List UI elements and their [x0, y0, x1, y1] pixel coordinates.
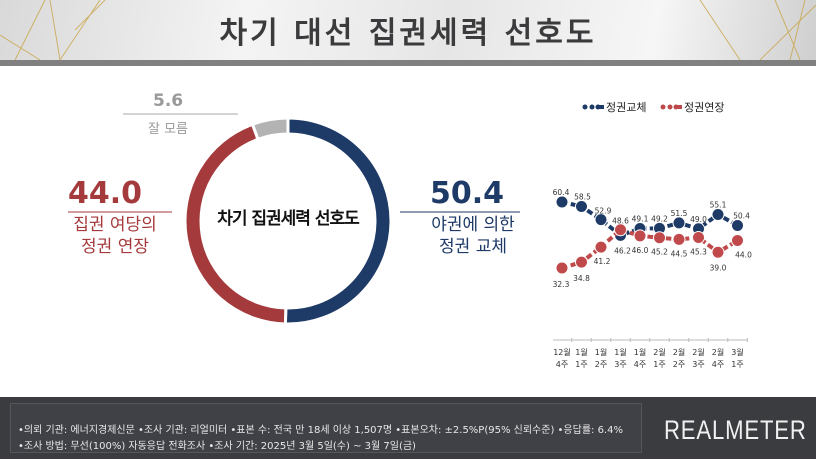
data-label-extend: 45.2 — [651, 248, 668, 257]
data-point-change — [711, 207, 725, 221]
x-tick-label: 1월 — [595, 347, 607, 357]
donut-segment-unknown — [250, 116, 290, 142]
extend-value: 44.0 — [68, 176, 143, 211]
legend-extend: 정권연장 — [660, 99, 724, 115]
data-label-change: 49.0 — [690, 215, 707, 224]
legend-extend-label: 정권연장 — [684, 101, 725, 114]
data-label-change: 55.1 — [710, 200, 727, 209]
data-label-extend: 41.2 — [594, 257, 611, 266]
data-label-extend: 48.6 — [612, 217, 629, 226]
x-tick-label: 3주 — [614, 360, 626, 369]
change-label-line2: 정권 교체 — [439, 237, 507, 257]
data-label-extend: 44.0 — [735, 251, 752, 260]
x-tick-label: 1주 — [575, 360, 587, 369]
survey-info-box — [10, 403, 642, 453]
unknown-value: 5.6 — [153, 91, 184, 111]
data-point-change — [672, 216, 686, 230]
donut-center-label: 차기 집권세력 선호도 — [217, 209, 360, 229]
data-point-extend — [653, 231, 666, 245]
unknown-label: 잘 모름 — [148, 122, 189, 137]
data-point-extend — [672, 232, 686, 246]
data-label-extend: 46.0 — [632, 246, 649, 255]
data-label-change: 49.1 — [632, 215, 649, 224]
legend-change: 정권교체 — [582, 99, 646, 115]
legend-change-swatch — [582, 104, 604, 110]
extend-label-line1: 집권 여당의 — [73, 215, 157, 235]
data-label-change: 46.2 — [614, 246, 631, 255]
header-divider — [0, 60, 816, 66]
data-label-change: 52.9 — [595, 207, 612, 216]
data-label-extend: 34.8 — [573, 274, 590, 283]
x-tick-label: 1주 — [653, 360, 665, 369]
survey-info-line2: •조사 방법: 무선(100%) 자동응답 전화조사 •조사 기간: 2025년… — [18, 441, 416, 452]
data-point-extend — [575, 255, 588, 269]
realmeter-logo: REALMETER — [664, 415, 807, 445]
x-tick-label: 2월 — [673, 347, 685, 357]
x-tick-label: 2주 — [673, 360, 685, 369]
data-point-change — [633, 222, 647, 236]
extend-label: 집권 여당의 정권 연장 — [60, 214, 170, 258]
x-tick-label: 4주 — [634, 360, 646, 369]
x-tick-label: 1월 — [614, 347, 626, 357]
change-value: 50.4 — [430, 176, 505, 211]
footer: •의뢰 기관: 에너지경제신문 •조사 기관: 리얼미터 •표본 수: 전국 만… — [0, 397, 816, 459]
data-point-extend — [731, 234, 744, 248]
donut-chart — [68, 113, 520, 326]
data-point-extend — [633, 229, 647, 243]
x-tick-label: 2주 — [595, 360, 607, 369]
data-point-extend — [614, 223, 627, 237]
x-tick-label: 1월 — [575, 347, 587, 357]
survey-info-line1: •의뢰 기관: 에너지경제신문 •조사 기관: 리얼미터 •표본 수: 전국 만… — [18, 425, 623, 436]
data-point-extend — [692, 230, 705, 244]
data-point-change — [614, 228, 627, 242]
data-label-extend: 45.3 — [690, 247, 707, 256]
header-banner: 차기 대선 집권세력 선호도 — [0, 0, 816, 60]
data-label-change: 51.5 — [671, 209, 688, 218]
series-line-extend — [561, 227, 739, 270]
data-point-change — [653, 221, 666, 235]
change-label-line1: 야권에 의한 — [431, 215, 515, 235]
x-tick-label: 3월 — [731, 347, 743, 357]
data-label-change: 49.2 — [651, 214, 668, 223]
x-tick-label: 2월 — [692, 347, 704, 357]
x-tick-label: 1주 — [731, 360, 743, 369]
data-label-change: 50.4 — [733, 212, 750, 221]
page-title: 차기 대선 집권세력 선호도 — [219, 16, 597, 51]
data-point-change — [731, 219, 744, 232]
x-tick-label: 1월 — [634, 347, 646, 357]
data-label-extend: 39.0 — [710, 263, 727, 272]
data-point-change — [575, 199, 588, 213]
x-tick-label: 4주 — [712, 360, 724, 369]
data-point-change — [692, 222, 705, 236]
legend-change-label: 정권교체 — [606, 101, 647, 114]
data-label-extend: 44.5 — [671, 249, 688, 258]
legend-extend-swatch — [660, 104, 682, 110]
data-label-change: 58.5 — [574, 192, 591, 201]
x-tick-label: 2월 — [653, 347, 665, 357]
x-tick-label: 2월 — [712, 347, 724, 357]
data-point-extend — [711, 245, 725, 259]
series-line-change — [561, 200, 739, 238]
change-label: 야권에 의한 정권 교체 — [418, 214, 528, 258]
extend-label-line2: 정권 연장 — [81, 237, 149, 257]
data-point-change — [594, 213, 608, 227]
x-tick-label: 3주 — [692, 360, 704, 369]
data-point-extend — [594, 240, 608, 254]
decorative-gold-lines — [0, 0, 816, 60]
